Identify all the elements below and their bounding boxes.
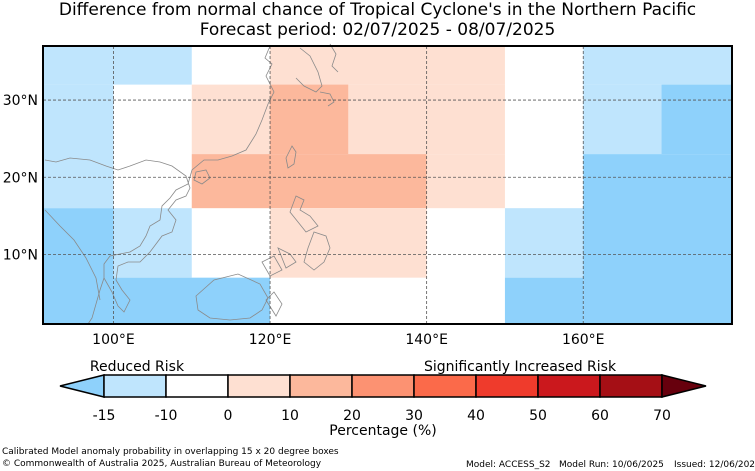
model-run-date: Model Run: 10/06/2025	[559, 460, 664, 470]
reduced-risk-label: Reduced Risk	[90, 359, 185, 375]
colorbar-segment	[103, 374, 167, 398]
colorbar-tick-label: 70	[653, 408, 671, 424]
map-title: Difference from normal chance of Tropica…	[58, 0, 697, 20]
longitude-labels: 100°E 120°E 140°E 160°E	[92, 332, 604, 348]
anomaly-cell	[504, 277, 584, 324]
colorbar-tick-label: 50	[529, 408, 547, 424]
colorbar-tick-label: 20	[343, 408, 361, 424]
longitude-tick-label: 100°E	[92, 332, 135, 348]
anomaly-cell	[661, 84, 732, 155]
anomaly-cell	[583, 154, 732, 324]
percentage-axis-label: Percentage (%)	[329, 423, 436, 439]
anomaly-cell	[504, 208, 584, 278]
colorbar	[59, 374, 707, 398]
colorbar-segment	[289, 374, 353, 398]
anomaly-cell	[426, 154, 505, 209]
colorbar-tick-label: -15	[93, 408, 116, 424]
colorbar-segment	[599, 374, 663, 398]
latitude-labels: 10°N 20°N 30°N	[3, 93, 38, 263]
anomaly-cell	[270, 84, 349, 155]
anomaly-cell	[113, 208, 192, 278]
graticule	[43, 46, 732, 324]
colorbar-tick-label: 10	[281, 408, 299, 424]
colorbar-segment	[227, 374, 291, 398]
forecast-period-subtitle: Forecast period: 02/07/2025 - 08/07/2025	[199, 20, 556, 40]
colorbar-tick-label: 60	[591, 408, 609, 424]
anomaly-cell	[43, 208, 114, 324]
footer-description: Calibrated Model anomaly probability in …	[2, 447, 339, 457]
issued-date: Issued: 12/06/2025	[674, 460, 755, 470]
colorbar-tick-labels: -15 -10 0 10 20 30 40 50 60 70	[93, 408, 671, 424]
anomaly-cell	[583, 46, 732, 85]
longitude-tick-label: 140°E	[405, 332, 448, 348]
latitude-tick-label: 20°N	[3, 170, 38, 186]
anomaly-cell	[583, 84, 662, 155]
colorbar-tick-label: 0	[224, 408, 233, 424]
colorbar-min-extension	[59, 374, 105, 398]
longitude-tick-label: 160°E	[562, 332, 605, 348]
colorbar-segment	[351, 374, 415, 398]
colorbar-tick-label: 40	[467, 408, 485, 424]
colorbar-segment	[537, 374, 601, 398]
map-frame	[42, 45, 733, 325]
anomaly-cell	[270, 46, 505, 85]
copyright-notice: © Commonwealth of Australia 2025, Austra…	[2, 459, 322, 469]
colorbar-segment	[475, 374, 539, 398]
colorbar-max-extension	[661, 374, 707, 398]
increased-risk-label: Significantly Increased Risk	[424, 359, 617, 375]
anomaly-cell	[43, 84, 114, 209]
anomaly-cell	[43, 46, 192, 85]
model-name: Model: ACCESS_S2	[466, 460, 551, 470]
anomaly-cell	[113, 277, 271, 324]
latitude-tick-label: 10°N	[3, 248, 38, 264]
latitude-tick-label: 30°N	[3, 93, 38, 109]
colorbar-segment	[413, 374, 477, 398]
anomaly-cell	[270, 208, 427, 278]
colorbar-tick-label: -10	[155, 408, 178, 424]
colorbar-tick-label: 30	[405, 408, 423, 424]
coastlines	[44, 43, 339, 325]
colorbar-segment	[165, 374, 229, 398]
anomaly-cell	[191, 154, 427, 209]
longitude-tick-label: 120°E	[249, 332, 292, 348]
anomaly-cells	[43, 46, 732, 324]
